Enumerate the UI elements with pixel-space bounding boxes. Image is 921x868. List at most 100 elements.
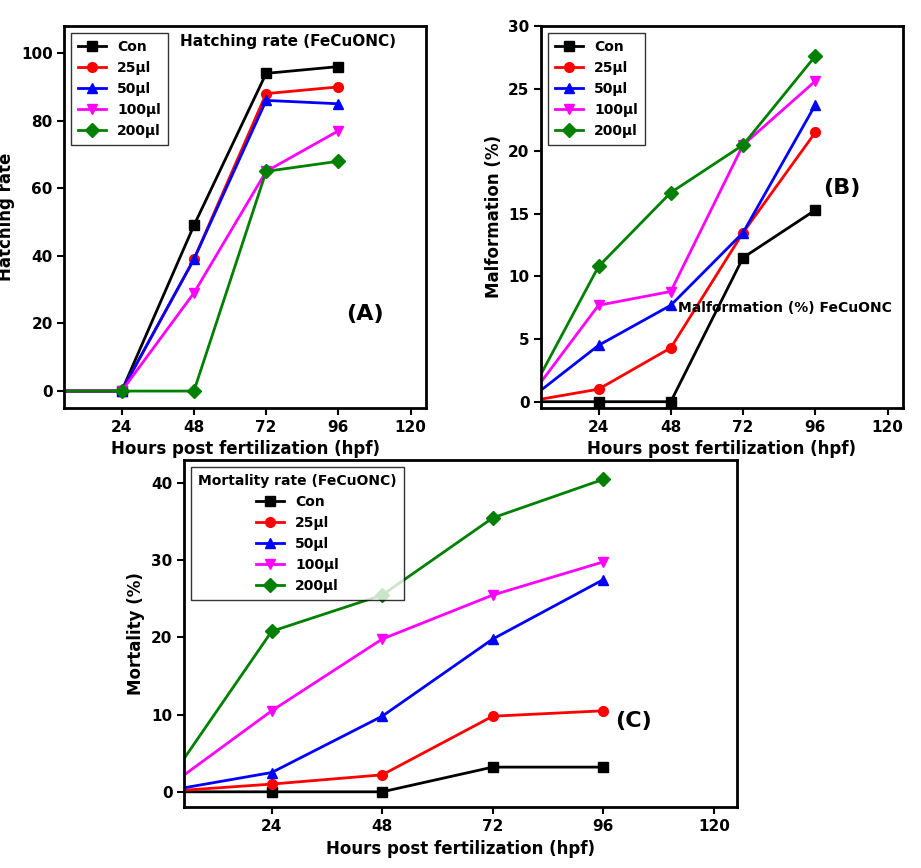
- 25μl: [44, 386, 55, 397]
- Y-axis label: Mortality (%): Mortality (%): [127, 572, 146, 695]
- 50μl: [261, 95, 272, 106]
- Con: [665, 397, 676, 407]
- 25μl: [598, 706, 609, 716]
- 50μl: [810, 100, 821, 110]
- Line: 25μl: 25μl: [157, 706, 608, 797]
- Text: (C): (C): [615, 711, 652, 731]
- Con: [116, 386, 127, 397]
- Line: 200μl: 200μl: [44, 156, 344, 396]
- Con: [810, 205, 821, 215]
- 100μl: [377, 634, 388, 644]
- 25μl: [810, 128, 821, 138]
- Con: [332, 62, 344, 72]
- 50μl: [44, 386, 55, 397]
- 100μl: [266, 706, 277, 716]
- 50μl: [266, 767, 277, 778]
- 25μl: [332, 82, 344, 92]
- 25μl: [156, 786, 167, 797]
- 100μl: [261, 166, 272, 176]
- Line: Con: Con: [521, 205, 820, 406]
- 25μl: [665, 343, 676, 353]
- Con: [487, 762, 498, 773]
- Text: (A): (A): [346, 304, 384, 324]
- Line: Con: Con: [44, 62, 344, 396]
- Con: [44, 386, 55, 397]
- 25μl: [520, 397, 531, 407]
- 100μl: [520, 397, 531, 407]
- Line: 200μl: 200μl: [521, 51, 820, 406]
- 100μl: [156, 786, 167, 797]
- Con: [520, 397, 531, 407]
- 200μl: [377, 590, 388, 601]
- X-axis label: Hours post fertilization (hpf): Hours post fertilization (hpf): [326, 839, 595, 858]
- Legend: Con, 25μl, 50μl, 100μl, 200μl: Con, 25μl, 50μl, 100μl, 200μl: [72, 33, 168, 145]
- Line: 100μl: 100μl: [521, 76, 820, 406]
- 50μl: [487, 634, 498, 644]
- Text: Hatching rate (FeCuONC): Hatching rate (FeCuONC): [181, 34, 396, 49]
- 200μl: [520, 397, 531, 407]
- 200μl: [44, 386, 55, 397]
- Line: 100μl: 100μl: [157, 557, 608, 797]
- Line: 50μl: 50μl: [521, 100, 820, 406]
- 25μl: [116, 386, 127, 397]
- Line: 50μl: 50μl: [157, 575, 608, 797]
- 25μl: [593, 384, 604, 394]
- 50μl: [520, 397, 531, 407]
- Y-axis label: Hatching rate: Hatching rate: [0, 153, 16, 281]
- 50μl: [332, 99, 344, 109]
- 50μl: [377, 711, 388, 721]
- Line: 100μl: 100μl: [44, 126, 344, 396]
- 50μl: [116, 386, 127, 397]
- 100μl: [593, 300, 604, 311]
- 200μl: [598, 474, 609, 484]
- Legend: Con, 25μl, 50μl, 100μl, 200μl: Con, 25μl, 50μl, 100μl, 200μl: [548, 33, 645, 145]
- 25μl: [266, 779, 277, 789]
- 100μl: [665, 286, 676, 297]
- 100μl: [116, 386, 127, 397]
- 25μl: [261, 89, 272, 99]
- Y-axis label: Malformation (%): Malformation (%): [484, 135, 503, 299]
- 200μl: [332, 156, 344, 167]
- Line: 50μl: 50μl: [44, 95, 344, 396]
- Con: [377, 786, 388, 797]
- Con: [266, 786, 277, 797]
- Con: [593, 397, 604, 407]
- 100μl: [810, 76, 821, 86]
- Con: [598, 762, 609, 773]
- Line: 200μl: 200μl: [157, 475, 608, 797]
- 200μl: [189, 386, 200, 397]
- 50μl: [665, 300, 676, 311]
- 200μl: [593, 261, 604, 272]
- Con: [156, 786, 167, 797]
- Con: [189, 220, 200, 231]
- 25μl: [487, 711, 498, 721]
- 200μl: [116, 386, 127, 397]
- Text: (B): (B): [823, 178, 860, 198]
- X-axis label: Hours post fertilization (hpf): Hours post fertilization (hpf): [111, 440, 379, 458]
- 200μl: [261, 166, 272, 176]
- 100μl: [44, 386, 55, 397]
- 50μl: [156, 786, 167, 797]
- 25μl: [377, 770, 388, 780]
- 100μl: [738, 140, 749, 150]
- 25μl: [189, 254, 200, 265]
- Line: 25μl: 25μl: [521, 128, 820, 406]
- 100μl: [487, 590, 498, 601]
- 50μl: [738, 227, 749, 238]
- 25μl: [738, 227, 749, 238]
- 50μl: [593, 340, 604, 351]
- 100μl: [189, 288, 200, 299]
- Con: [738, 253, 749, 263]
- 50μl: [598, 575, 609, 585]
- 200μl: [487, 513, 498, 523]
- Text: Malformation (%) FeCuONC: Malformation (%) FeCuONC: [678, 301, 892, 315]
- 100μl: [332, 126, 344, 136]
- X-axis label: Hours post fertilization (hpf): Hours post fertilization (hpf): [588, 440, 857, 458]
- 50μl: [189, 254, 200, 265]
- Line: Con: Con: [157, 762, 608, 797]
- 200μl: [156, 786, 167, 797]
- 200μl: [266, 626, 277, 636]
- 200μl: [810, 51, 821, 62]
- Legend: Con, 25μl, 50μl, 100μl, 200μl: Con, 25μl, 50μl, 100μl, 200μl: [192, 467, 403, 600]
- 200μl: [665, 187, 676, 198]
